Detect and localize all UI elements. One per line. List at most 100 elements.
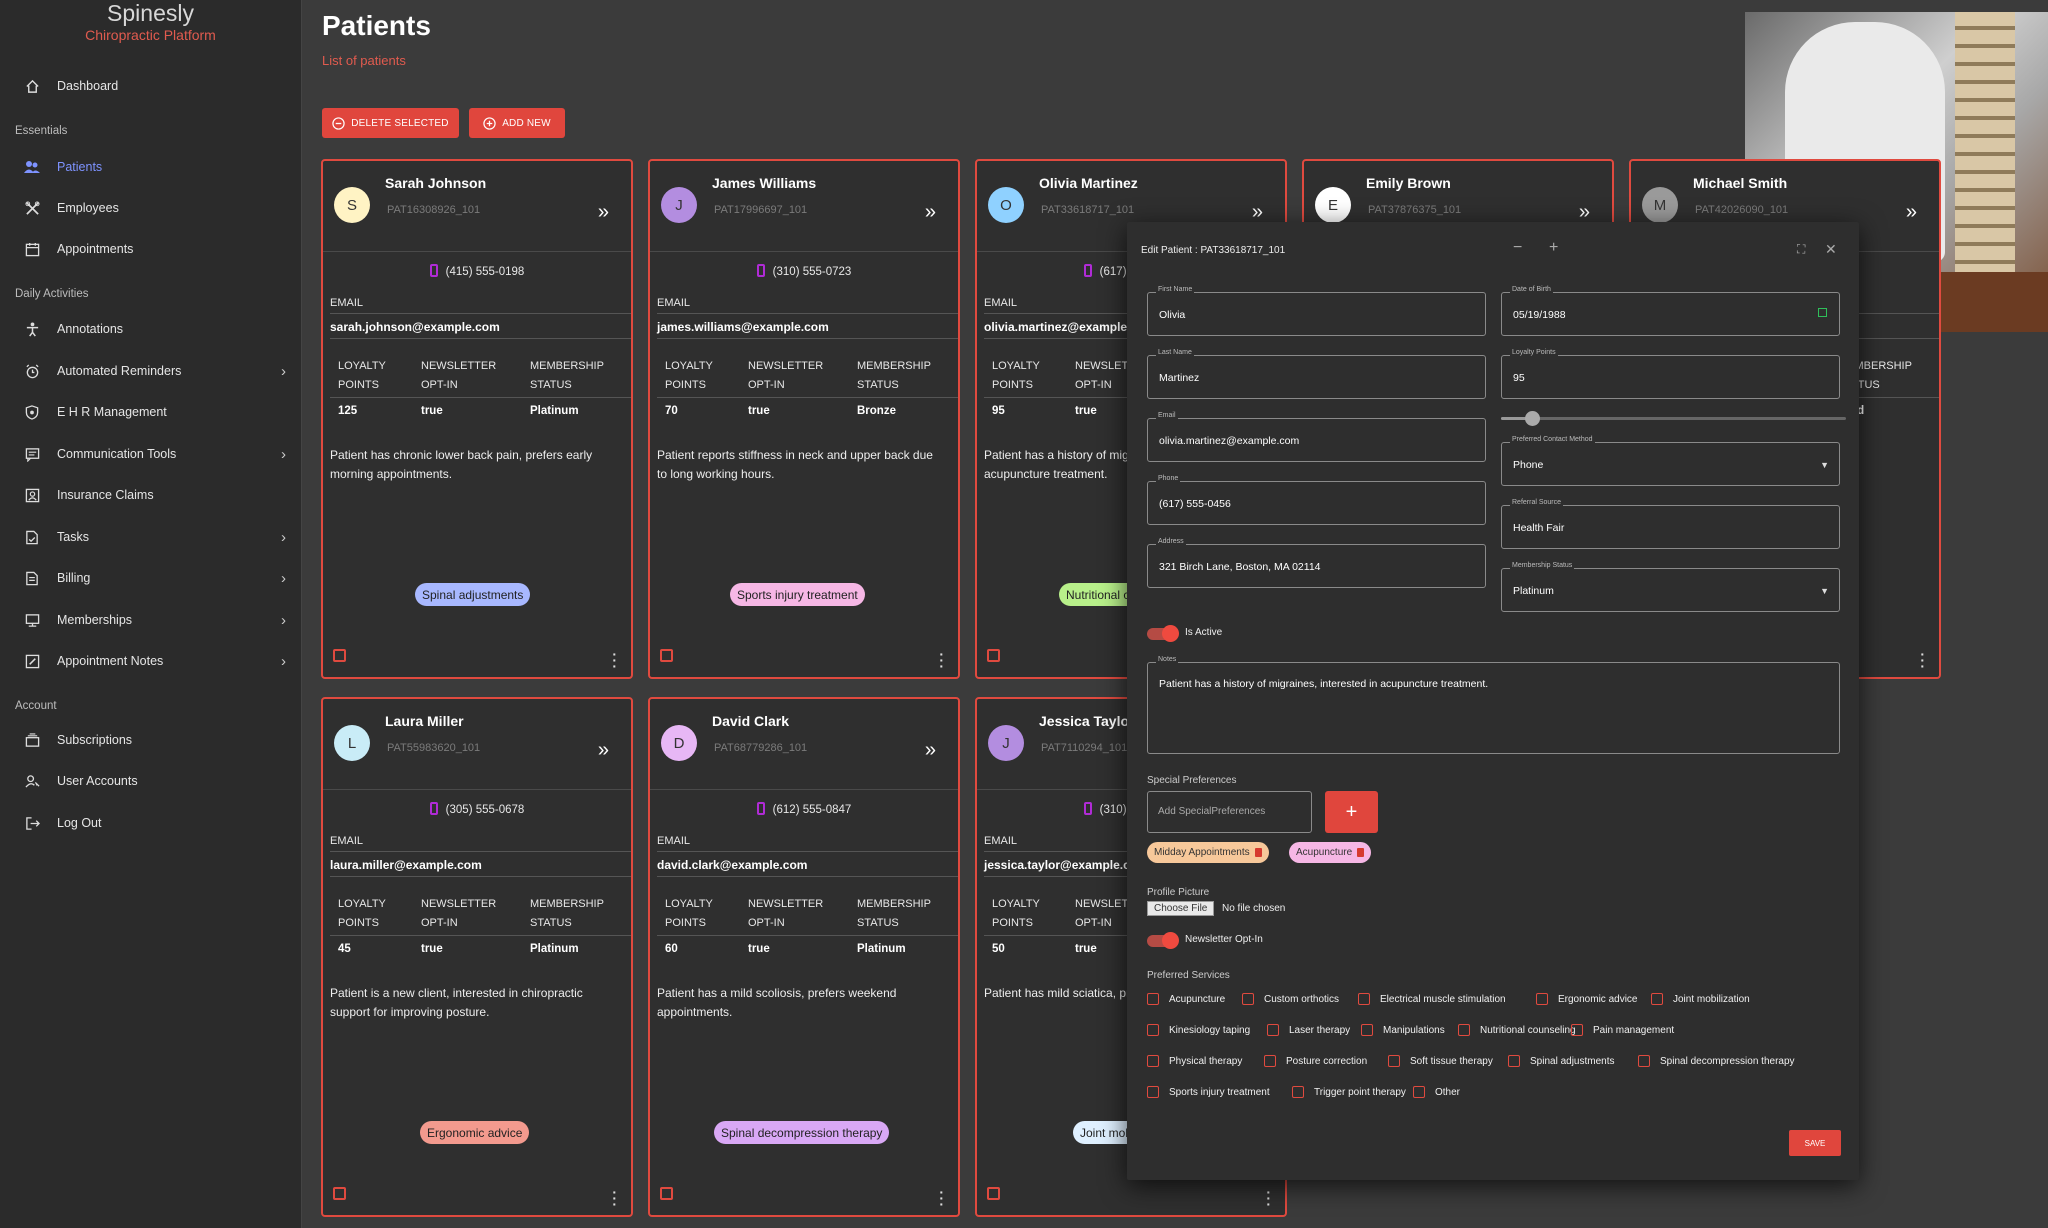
contact-method-select[interactable]: Preferred Contact Method Phone ▼ (1501, 436, 1840, 486)
avatar: E (1315, 187, 1351, 223)
checkbox-box (1388, 1055, 1400, 1067)
service-checkbox[interactable]: Trigger point therapy (1292, 1086, 1406, 1098)
membership-status-select[interactable]: Membership Status Platinum ▼ (1501, 562, 1840, 612)
more-options-icon[interactable]: ··· (1920, 646, 1925, 674)
add-icon[interactable]: + (1549, 239, 1559, 256)
loyalty-points-value: 95 (992, 405, 1005, 417)
patient-card[interactable]: J James Williams PAT17996697_101 » (310)… (648, 159, 960, 679)
newsletter-value: true (748, 943, 770, 955)
service-checkbox[interactable]: Spinal adjustments (1508, 1055, 1615, 1067)
open-details-icon[interactable]: » (597, 201, 609, 223)
close-icon[interactable]: ✕ (1825, 241, 1837, 257)
service-checkbox[interactable]: Kinesiology taping (1147, 1024, 1250, 1036)
special-preferences-input[interactable]: Add SpecialPreferences (1147, 791, 1312, 833)
service-checkbox[interactable]: Laser therapy (1267, 1024, 1350, 1036)
nav-user-accounts[interactable]: User Accounts (0, 766, 302, 796)
phone-field[interactable]: Phone (617) 555-0456 (1147, 475, 1486, 525)
nav-insurance-claims[interactable]: Insurance Claims (0, 480, 302, 510)
service-checkbox[interactable]: Other (1413, 1086, 1460, 1098)
address-field[interactable]: Address 321 Birch Lane, Boston, MA 02114 (1147, 538, 1486, 588)
select-checkbox[interactable] (333, 649, 346, 662)
nav-appointments[interactable]: Appointments (0, 234, 302, 264)
service-checkbox[interactable]: Soft tissue therapy (1388, 1055, 1493, 1067)
service-checkbox[interactable]: Posture correction (1264, 1055, 1367, 1067)
minimize-icon[interactable]: − (1513, 239, 1523, 256)
open-details-icon[interactable]: » (1251, 201, 1263, 223)
service-checkbox[interactable]: Joint mobilization (1651, 993, 1750, 1005)
referral-source-field[interactable]: Referral Source Health Fair (1501, 499, 1840, 549)
nav-communication-tools[interactable]: Communication Tools › (0, 439, 302, 469)
nav-employees[interactable]: Employees (0, 193, 302, 223)
more-options-icon[interactable]: ··· (939, 646, 944, 674)
patient-name: Laura Miller (385, 713, 464, 729)
calendar-icon[interactable] (1818, 308, 1827, 317)
select-checkbox[interactable] (660, 649, 673, 662)
dob-field[interactable]: Date of Birth 05/19/1988 (1501, 286, 1840, 336)
delete-icon[interactable] (1254, 848, 1262, 857)
patient-card[interactable]: S Sarah Johnson PAT16308926_101 » (415) … (321, 159, 633, 679)
nav-automated-reminders[interactable]: Automated Reminders › (0, 356, 302, 386)
nav-appointment-notes[interactable]: Appointment Notes › (0, 646, 302, 676)
service-checkbox[interactable]: Acupuncture (1147, 993, 1225, 1005)
more-options-icon[interactable]: ··· (612, 1184, 617, 1212)
open-details-icon[interactable]: » (1578, 201, 1590, 223)
delete-icon[interactable] (1357, 848, 1365, 857)
patient-name: Jessica Taylor (1039, 713, 1135, 729)
more-options-icon[interactable]: ··· (939, 1184, 944, 1212)
fullscreen-icon[interactable]: ⛶ (1797, 242, 1806, 256)
select-checkbox[interactable] (987, 649, 1000, 662)
nav-tasks[interactable]: Tasks › (0, 522, 302, 552)
service-checkbox[interactable]: Electrical muscle stimulation (1358, 993, 1506, 1005)
nav-memberships[interactable]: Memberships › (0, 605, 302, 635)
nav-billing[interactable]: Billing › (0, 563, 302, 593)
home-icon (23, 77, 41, 95)
choose-file-button[interactable]: Choose File (1147, 901, 1215, 916)
service-checkbox[interactable]: Sports injury treatment (1147, 1086, 1270, 1098)
patient-card[interactable]: L Laura Miller PAT55983620_101 » (305) 5… (321, 697, 633, 1217)
open-details-icon[interactable]: » (924, 201, 936, 223)
open-details-icon[interactable]: » (597, 739, 609, 761)
checkbox-box (1147, 1055, 1159, 1067)
membership-header: MEMBERSHIP STATUS (857, 357, 931, 395)
checkbox-box (1638, 1055, 1650, 1067)
nav-logout[interactable]: Log Out (0, 808, 302, 838)
loyalty-points-slider[interactable] (1501, 411, 1846, 426)
loyalty-header: LOYALTY POINTS (338, 357, 386, 395)
patient-card[interactable]: D David Clark PAT68779286_101 » (612) 55… (648, 697, 960, 1217)
service-checkbox[interactable]: Pain management (1571, 1024, 1674, 1036)
last-name-field[interactable]: Last Name Martinez (1147, 349, 1486, 399)
notes-textarea[interactable]: Notes Patient has a history of migraines,… (1147, 656, 1840, 754)
select-checkbox[interactable] (333, 1187, 346, 1200)
is-active-toggle[interactable] (1147, 625, 1179, 642)
nav-patients[interactable]: Patients (0, 152, 302, 182)
nav-subscriptions[interactable]: Subscriptions (0, 725, 302, 755)
open-details-icon[interactable]: » (924, 739, 936, 761)
select-checkbox[interactable] (660, 1187, 673, 1200)
add-new-button[interactable]: ADD NEW (469, 108, 565, 138)
newsletter-toggle[interactable] (1147, 932, 1179, 949)
nav-ehr-management[interactable]: E H R Management (0, 397, 302, 427)
open-details-icon[interactable]: » (1905, 201, 1917, 223)
email-field[interactable]: Email olivia.martinez@example.com (1147, 412, 1486, 462)
save-button[interactable]: SAVE (1789, 1130, 1841, 1156)
service-checkbox[interactable]: Physical therapy (1147, 1055, 1242, 1067)
loyalty-points-value: 45 (338, 943, 351, 955)
add-preference-button[interactable]: + (1325, 791, 1378, 833)
more-options-icon[interactable]: ··· (1266, 1184, 1271, 1212)
delete-selected-button[interactable]: DELETE SELECTED (322, 108, 459, 138)
service-checkbox[interactable]: Nutritional counseling (1458, 1024, 1576, 1036)
service-checkbox[interactable]: Manipulations (1361, 1024, 1445, 1036)
preference-tag-label: Acupuncture (1296, 847, 1353, 858)
more-options-icon[interactable]: ··· (612, 646, 617, 674)
loyalty-points-field[interactable]: Loyalty Points 95 (1501, 349, 1840, 399)
nav-dashboard[interactable]: Dashboard (0, 71, 302, 101)
service-checkbox[interactable]: Ergonomic advice (1536, 993, 1637, 1005)
service-checkbox[interactable]: Custom orthotics (1242, 993, 1339, 1005)
slider-handle[interactable] (1525, 411, 1541, 426)
loyalty-header-l1: LOYALTY (992, 360, 1040, 372)
select-checkbox[interactable] (987, 1187, 1000, 1200)
service-checkbox[interactable]: Spinal decompression therapy (1638, 1055, 1795, 1067)
first-name-field[interactable]: First Name Olivia (1147, 286, 1486, 336)
patient-id: PAT33618717_101 (1041, 204, 1135, 216)
nav-annotations[interactable]: Annotations (0, 314, 302, 344)
